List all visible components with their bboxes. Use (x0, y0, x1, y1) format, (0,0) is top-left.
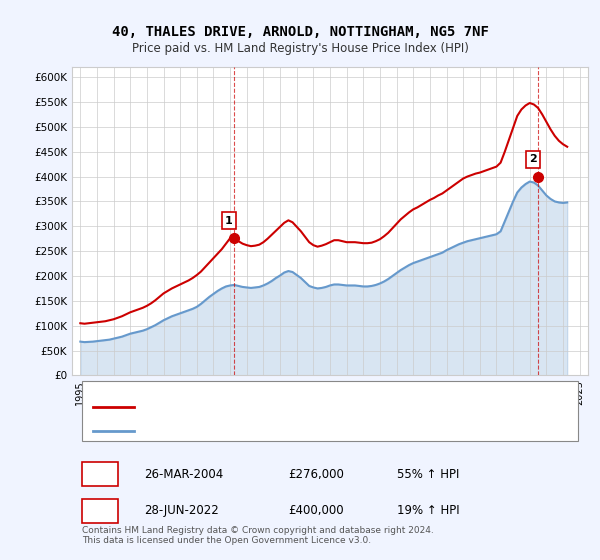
Text: 40, THALES DRIVE, ARNOLD, NOTTINGHAM, NG5 7NF: 40, THALES DRIVE, ARNOLD, NOTTINGHAM, NG… (112, 25, 488, 39)
Text: 2: 2 (529, 154, 537, 164)
Text: 26-MAR-2004: 26-MAR-2004 (144, 468, 223, 480)
Text: £276,000: £276,000 (289, 468, 344, 480)
FancyBboxPatch shape (82, 462, 118, 487)
Text: 55% ↑ HPI: 55% ↑ HPI (397, 468, 460, 480)
Text: £400,000: £400,000 (289, 504, 344, 517)
Text: HPI: Average price, detached house, Gedling: HPI: Average price, detached house, Gedl… (144, 426, 377, 436)
FancyBboxPatch shape (82, 381, 578, 441)
Text: 1: 1 (225, 216, 233, 226)
Text: Contains HM Land Registry data © Crown copyright and database right 2024.
This d: Contains HM Land Registry data © Crown c… (82, 526, 434, 545)
Text: 40, THALES DRIVE, ARNOLD, NOTTINGHAM, NG5 7NF (detached house): 40, THALES DRIVE, ARNOLD, NOTTINGHAM, NG… (144, 403, 515, 413)
Text: 19% ↑ HPI: 19% ↑ HPI (397, 504, 460, 517)
Text: 1: 1 (96, 468, 105, 480)
Text: 2: 2 (96, 504, 105, 517)
Text: 28-JUN-2022: 28-JUN-2022 (144, 504, 219, 517)
Text: Price paid vs. HM Land Registry's House Price Index (HPI): Price paid vs. HM Land Registry's House … (131, 42, 469, 55)
FancyBboxPatch shape (82, 498, 118, 523)
